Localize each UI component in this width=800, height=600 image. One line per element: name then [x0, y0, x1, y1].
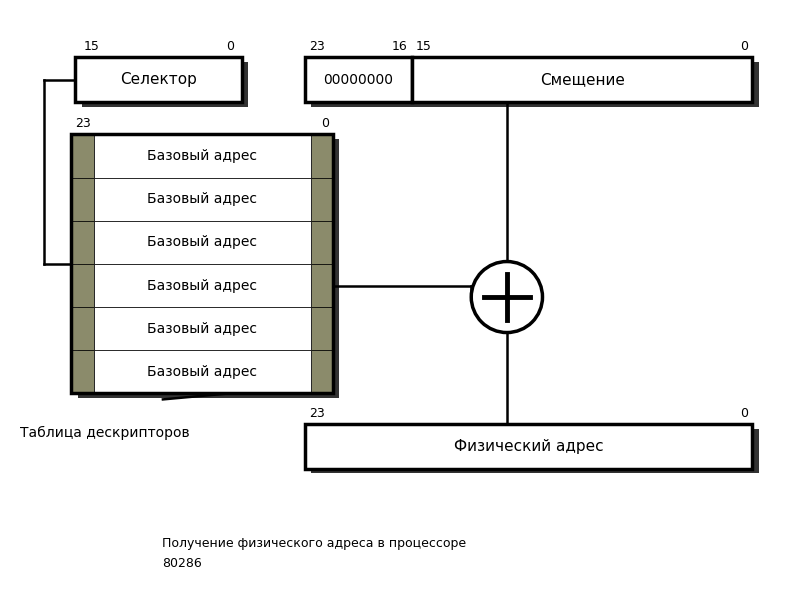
- Bar: [71, 350, 94, 394]
- Text: Базовый адрес: Базовый адрес: [147, 192, 257, 206]
- Text: 23: 23: [75, 116, 91, 130]
- Bar: [94, 264, 310, 307]
- Text: 0: 0: [321, 116, 329, 130]
- Text: Физический адрес: Физический адрес: [454, 439, 603, 454]
- Bar: [305, 424, 752, 469]
- Text: Базовый адрес: Базовый адрес: [147, 365, 257, 379]
- Text: 15: 15: [83, 40, 99, 53]
- Text: 23: 23: [309, 407, 325, 419]
- Text: 0: 0: [740, 40, 748, 53]
- Bar: [71, 134, 94, 178]
- Text: Смещение: Смещение: [540, 72, 625, 87]
- Text: 80286: 80286: [162, 557, 202, 571]
- Bar: [412, 58, 752, 102]
- Bar: [71, 178, 94, 221]
- Text: 0: 0: [226, 40, 234, 53]
- Text: Базовый адрес: Базовый адрес: [147, 278, 257, 293]
- Bar: [310, 178, 333, 221]
- Text: Получение физического адреса в процессоре: Получение физического адреса в процессор…: [162, 536, 466, 550]
- Bar: [310, 221, 333, 264]
- Text: Базовый адрес: Базовый адрес: [147, 235, 257, 250]
- Text: Таблица дескрипторов: Таблица дескрипторов: [20, 426, 190, 440]
- Bar: [94, 221, 310, 264]
- Bar: [310, 307, 333, 350]
- Text: 00000000: 00000000: [323, 73, 394, 86]
- Text: 0: 0: [740, 407, 748, 419]
- Bar: [71, 264, 94, 307]
- Bar: [94, 178, 310, 221]
- Bar: [311, 429, 758, 473]
- Text: 23: 23: [309, 40, 325, 53]
- Bar: [310, 264, 333, 307]
- Bar: [311, 62, 418, 107]
- Bar: [310, 350, 333, 394]
- Text: Базовый адрес: Базовый адрес: [147, 322, 257, 335]
- Bar: [94, 307, 310, 350]
- Text: Базовый адрес: Базовый адрес: [147, 149, 257, 163]
- Bar: [71, 134, 333, 394]
- Text: Селектор: Селектор: [120, 72, 197, 87]
- Bar: [94, 134, 310, 178]
- Ellipse shape: [471, 262, 542, 332]
- Bar: [418, 62, 758, 107]
- Bar: [78, 139, 339, 398]
- Bar: [94, 350, 310, 394]
- Bar: [71, 221, 94, 264]
- Bar: [305, 58, 412, 102]
- Text: 16: 16: [392, 40, 408, 53]
- Bar: [71, 307, 94, 350]
- Text: 15: 15: [416, 40, 432, 53]
- Bar: [82, 62, 248, 107]
- Bar: [75, 58, 242, 102]
- Bar: [310, 134, 333, 178]
